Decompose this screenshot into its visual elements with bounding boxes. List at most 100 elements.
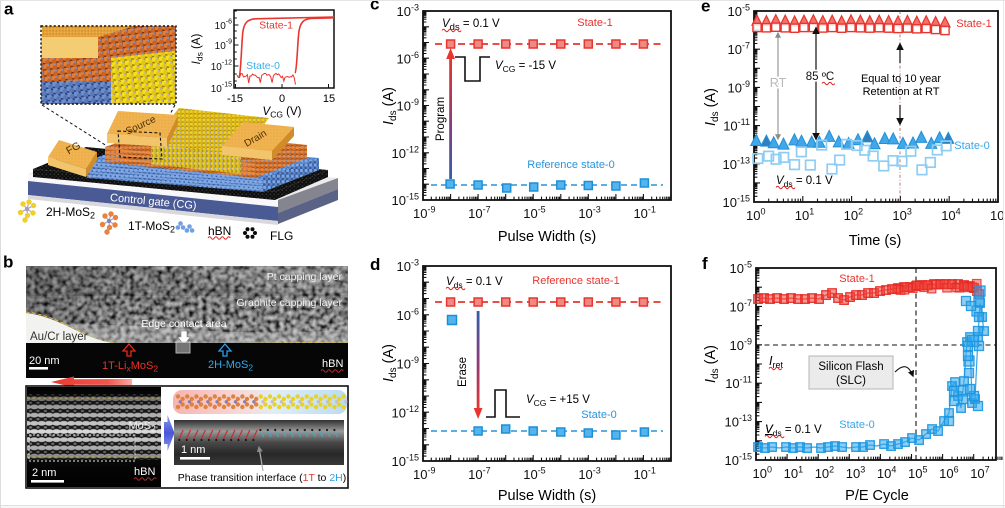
svg-text:Ids (A): Ids (A) [381,344,399,382]
svg-text:Program: Program [435,97,447,141]
svg-text:104: 104 [941,207,960,224]
svg-text:10-12: 10-12 [392,144,419,161]
svg-text:10-7: 10-7 [468,205,490,222]
svg-text:RT: RT [770,76,787,90]
svg-text:103: 103 [892,207,911,224]
svg-text:b: b [3,253,13,272]
svg-text:10-3: 10-3 [397,3,419,20]
svg-text:10-5: 10-5 [523,205,545,222]
svg-text:VCG = +15 V: VCG = +15 V [526,394,590,408]
svg-text:MoS2: MoS2 [128,420,156,434]
svg-text:Vds = 0.1 V: Vds = 0.1 V [442,18,500,33]
svg-text:2H-MoS2: 2H-MoS2 [46,205,95,221]
svg-text:0: 0 [279,93,285,105]
svg-text:10-1: 10-1 [633,205,655,222]
svg-text:FLG: FLG [270,229,293,243]
svg-text:Pulse Width (s): Pulse Width (s) [498,488,596,504]
svg-text:State-0: State-0 [581,409,616,421]
svg-text:10-12: 10-12 [211,60,232,74]
svg-text:10-12: 10-12 [392,404,419,421]
svg-text:d: d [370,255,380,274]
svg-text:Reference state-1: Reference state-1 [532,275,619,287]
svg-text:10-7: 10-7 [468,466,490,483]
svg-text:10-3: 10-3 [397,258,419,275]
svg-text:Edge contact area: Edge contact area [141,318,226,330]
svg-text:85 ºC: 85 ºC [806,71,835,83]
svg-text:a: a [4,1,14,19]
svg-text:(SLC): (SLC) [836,375,866,387]
svg-text:1T-LixMoS2: 1T-LixMoS2 [102,360,158,374]
svg-text:102: 102 [815,465,834,482]
svg-text:100: 100 [746,207,765,224]
svg-text:Equal to 10 year: Equal to 10 year [861,73,941,85]
svg-text:107: 107 [970,465,989,482]
svg-text:10-13: 10-13 [723,155,750,172]
svg-text:Pt capping layer: Pt capping layer [267,271,343,283]
svg-text:10-9: 10-9 [730,336,752,353]
svg-text:c: c [370,1,379,14]
svg-text:10-13: 10-13 [725,413,752,430]
svg-text:State-0: State-0 [246,60,280,72]
svg-text:10-9: 10-9 [728,79,750,96]
svg-text:Vds = 0.1 V: Vds = 0.1 V [776,175,833,189]
svg-text:10-6: 10-6 [397,306,419,323]
svg-text:10-7: 10-7 [730,298,752,315]
svg-text:Erase: Erase [457,357,469,387]
svg-text:V: V [765,424,774,436]
svg-text:101: 101 [795,207,814,224]
svg-text:2 nm: 2 nm [32,467,56,479]
svg-text:State-1: State-1 [956,18,991,30]
svg-text:104: 104 [877,465,896,482]
svg-text:100: 100 [753,465,772,482]
svg-text:2H-MoS2: 2H-MoS2 [208,359,253,373]
svg-text:VCG (V): VCG (V) [263,106,302,120]
svg-text:15: 15 [323,93,335,105]
svg-text:f: f [702,254,708,273]
svg-text:10-9: 10-9 [397,355,419,372]
svg-text:1T-MoS2: 1T-MoS2 [128,219,175,235]
svg-text:State-0: State-0 [839,419,874,431]
svg-text:106: 106 [939,465,958,482]
svg-text:Pulse Width (s): Pulse Width (s) [498,229,596,245]
svg-text:Ids (A): Ids (A) [381,87,399,125]
svg-text:103: 103 [846,465,865,482]
svg-text:Phase transition interface (1T: Phase transition interface (1T to 2H) [178,472,347,484]
svg-text:Ids (A): Ids (A) [191,33,205,64]
svg-text:1 nm: 1 nm [181,444,205,456]
svg-text:hBN: hBN [322,358,343,370]
svg-text:State-1: State-1 [259,20,293,32]
svg-text:102: 102 [844,207,863,224]
svg-text:10-9: 10-9 [397,97,419,114]
svg-text:10-5: 10-5 [523,466,545,483]
svg-text:10-9: 10-9 [413,205,435,222]
svg-text:Silicon Flash: Silicon Flash [818,361,883,373]
svg-text:Ids (A): Ids (A) [703,88,721,126]
svg-text:Reference state-0: Reference state-0 [527,159,614,171]
svg-text:Au/Cr layer: Au/Cr layer [30,331,88,343]
svg-text:10-6: 10-6 [397,50,419,67]
svg-text:101: 101 [784,465,803,482]
svg-text:hBN: hBN [208,224,231,238]
svg-text:-15: -15 [227,93,243,105]
svg-text:Vds = 0.1 V: Vds = 0.1 V [765,424,822,438]
svg-text:10-11: 10-11 [725,375,752,392]
svg-text:10-9: 10-9 [413,466,435,483]
svg-text:10-3: 10-3 [578,205,600,222]
svg-text:10-15: 10-15 [725,452,752,469]
svg-text:10-9: 10-9 [215,39,232,53]
svg-text:hBN: hBN [134,466,155,478]
svg-text:State-1: State-1 [577,17,612,29]
svg-text:10-5: 10-5 [730,260,752,277]
svg-text:State-0: State-0 [954,140,989,152]
svg-text:10-5: 10-5 [728,3,750,20]
svg-text:e: e [701,1,710,16]
svg-text:Retention at RT: Retention at RT [863,86,940,98]
svg-text:10-7: 10-7 [728,41,750,58]
svg-text:Time (s): Time (s) [849,233,902,249]
svg-text:VCG = -15 V: VCG = -15 V [495,60,556,74]
svg-text:Vds = 0.1 V: Vds = 0.1 V [446,276,503,290]
svg-text:State-1: State-1 [839,273,874,285]
svg-text:Graphite capping layer: Graphite capping layer [236,297,342,309]
svg-text:P/E Cycle: P/E Cycle [845,488,909,504]
svg-text:10-1: 10-1 [633,466,655,483]
